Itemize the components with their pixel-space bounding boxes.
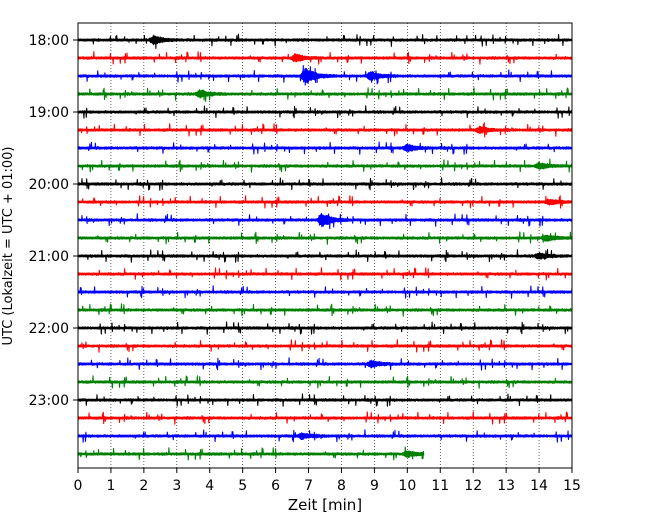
- y-tick-label-1800: 18:00: [29, 33, 69, 49]
- trace-2030: [77, 212, 573, 230]
- x-tick-label-7: 7: [304, 478, 313, 494]
- trace-2100: [77, 248, 573, 263]
- y-tick-label-1900: 19:00: [29, 105, 69, 121]
- y-tick-label-2300: 23:00: [29, 393, 69, 409]
- seismogram-traces: [77, 33, 573, 461]
- trace-1800: [77, 33, 573, 49]
- x-tick-label-2: 2: [139, 478, 148, 494]
- y-tick-label-2200: 22:00: [29, 321, 69, 337]
- x-tick-label-15: 15: [563, 478, 581, 494]
- trace-2315: [77, 411, 573, 425]
- trace-2215: [77, 339, 573, 353]
- trace-2330: [77, 429, 573, 443]
- trace-2145: [77, 303, 573, 317]
- trace-1930: [77, 141, 573, 155]
- y-axis-ticks: 18:00 19:00 20:00 21:00 22:00 23:00: [29, 33, 78, 409]
- trace-2115: [77, 267, 573, 281]
- trace-1945: [77, 158, 573, 173]
- trace-2300: [77, 393, 573, 407]
- x-tick-label-3: 3: [172, 478, 181, 494]
- trace-2015: [77, 195, 573, 209]
- x-axis-label: Zeit [min]: [288, 496, 362, 514]
- x-tick-label-6: 6: [271, 478, 280, 494]
- trace-1915: [77, 122, 573, 138]
- trace-1900: [77, 105, 573, 119]
- y-axis-label: UTC (Lokalzeit = UTC + 01:00): [1, 147, 16, 346]
- trace-2245: [77, 375, 573, 389]
- trace-1830: [77, 64, 573, 86]
- x-tick-label-14: 14: [530, 478, 548, 494]
- trace-2000: [77, 177, 573, 191]
- trace-1815: [77, 51, 573, 65]
- x-axis-ticks: 0 1 2 3 4 5 6 7 8 9 10 11 12 13 14 15: [74, 468, 581, 494]
- x-tick-label-12: 12: [464, 478, 482, 494]
- plot-frame: [77, 22, 573, 469]
- trace-2045: [77, 231, 573, 245]
- trace-1845: [77, 87, 573, 102]
- trace-2200: [77, 321, 573, 335]
- grid-lines: [110, 23, 540, 468]
- x-tick-label-13: 13: [497, 478, 515, 494]
- trace-2130: [77, 285, 573, 299]
- x-tick-label-10: 10: [398, 478, 416, 494]
- x-tick-label-8: 8: [337, 478, 346, 494]
- trace-2345: [77, 446, 425, 461]
- y-tick-label-2100: 21:00: [29, 249, 69, 265]
- x-tick-label-5: 5: [238, 478, 247, 494]
- x-tick-label-0: 0: [74, 478, 83, 494]
- y-tick-label-2000: 20:00: [29, 177, 69, 193]
- x-tick-label-11: 11: [431, 478, 449, 494]
- x-tick-label-1: 1: [106, 478, 115, 494]
- x-tick-label-4: 4: [205, 478, 214, 494]
- x-tick-label-9: 9: [370, 478, 379, 494]
- trace-2230: [77, 357, 573, 371]
